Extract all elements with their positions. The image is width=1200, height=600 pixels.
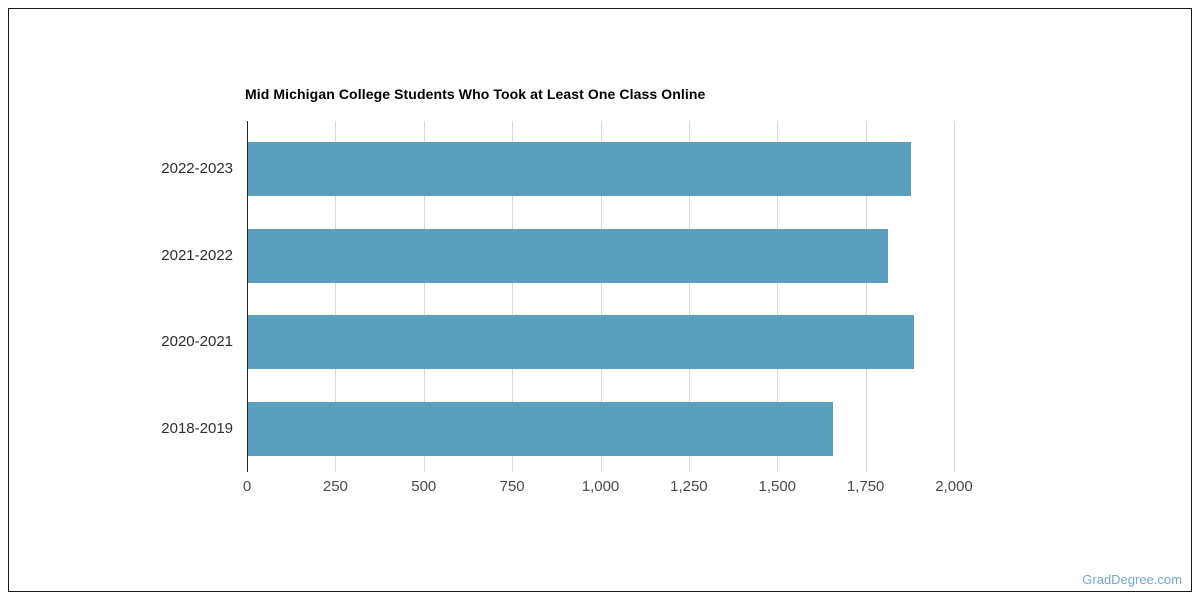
x-tick-label: 250 [322,478,348,495]
x-gridline [865,121,867,472]
x-tick-label: 2,000 [935,478,973,495]
y-category-label: 2020-2021 [161,333,233,350]
x-tick-label: 1,750 [846,478,885,495]
y-category-label: 2021-2022 [161,247,233,264]
x-gridline [335,121,337,472]
bar-2020-2021 [248,315,915,369]
x-gridline [688,121,690,472]
x-gridline [954,121,955,472]
bar-2022-2023 [248,142,911,196]
bar-2021-2022 [248,229,888,283]
y-category-label: 2022-2023 [161,160,233,177]
y-axis-line [247,121,248,472]
x-gridline [423,121,425,472]
x-gridline [512,121,514,472]
x-tick-label: 1,000 [581,478,620,495]
y-category-label: 2018-2019 [161,420,233,437]
x-tick-label: 1,250 [670,478,708,495]
x-gridline [777,121,779,472]
bar-2018-2019 [248,402,834,456]
x-tick-label: 750 [499,478,525,495]
x-tick-label: 0 [242,478,252,495]
x-gridline [600,121,602,472]
x-axis-labels: 0 250 500 750 1,000 1,250 1,500 1,750 2,000 [243,478,973,498]
watermark-link[interactable]: GradDegree.com [1082,572,1182,587]
chart-title: Mid Michigan College Students Who Took a… [245,86,706,102]
plot-area [247,121,955,472]
x-tick-label: 1,500 [758,478,797,495]
x-tick-label: 500 [411,478,437,495]
